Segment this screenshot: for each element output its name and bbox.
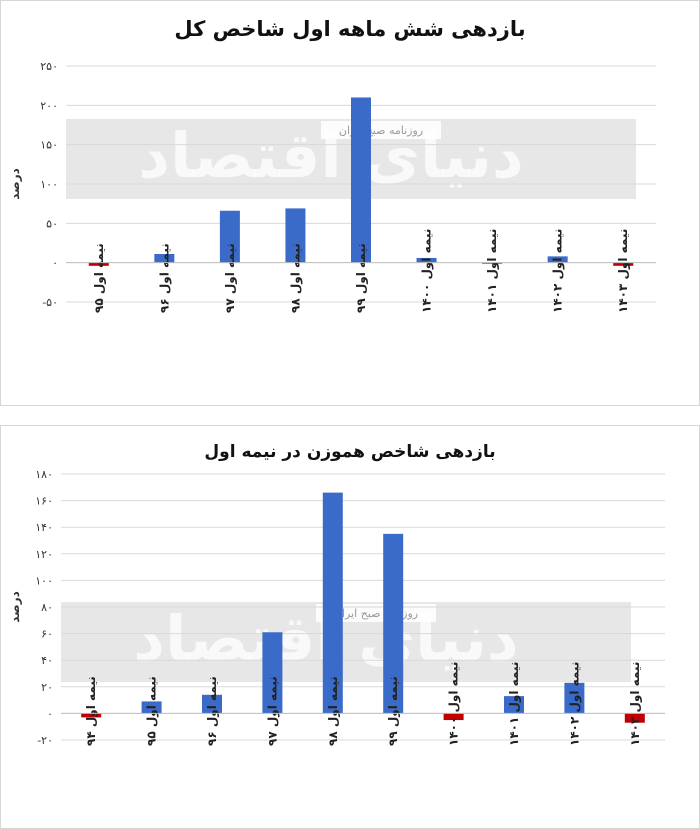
- y-tick-label: ۲۰۰: [40, 99, 58, 112]
- bar: [322, 492, 343, 714]
- x-tick-label: نیمه اول ۱۴۰۲: [567, 662, 582, 746]
- watermark-tagline-box: [316, 604, 436, 622]
- chart-panel-equal-weight-index: بازدهی شاخص هموزن در نیمه اول دنیای اقتص…: [0, 425, 700, 829]
- x-tick-label: نیمه اول ۱۴۰۰: [420, 229, 435, 313]
- y-tick-label: ۱۶۰: [35, 495, 53, 508]
- bar: [262, 632, 283, 714]
- bar: [81, 713, 102, 718]
- y-tick-label: ۰: [52, 257, 58, 270]
- y-tick-label: ۱۵۰: [40, 139, 58, 152]
- x-tick-label: نیمه اول ۱۴۰۱: [507, 662, 522, 746]
- bar: [416, 257, 437, 263]
- bar: [141, 701, 162, 714]
- y-axis-label: درصد: [8, 591, 22, 623]
- x-tick-label: نیمه اول ۹۹: [386, 676, 401, 746]
- bar: [383, 533, 404, 714]
- x-tick-label: نیمه اول ۹۷: [265, 676, 280, 746]
- x-tick-label: نیمه اول ۱۴۰۳: [628, 662, 643, 746]
- y-tick-label: ۰: [47, 707, 53, 720]
- bar: [202, 694, 222, 714]
- chart-title: بازدهی شش ماهه اول شاخص کل: [174, 17, 526, 41]
- x-tick-label: نیمه اول ۹۶: [157, 243, 172, 313]
- x-tick-label: نیمه اول ۹۶: [205, 676, 220, 746]
- x-tick-label: نیمه اول ۱۴۰۳: [616, 229, 631, 313]
- bar: [285, 208, 306, 263]
- y-tick-label: ۲۵۰: [40, 60, 58, 73]
- y-tick-label: ۱۲۰: [35, 548, 53, 561]
- x-tick-label: نیمه اول ۹۵: [145, 676, 160, 746]
- bar: [154, 254, 175, 263]
- y-tick-label: ۸۰: [41, 601, 53, 614]
- y-tick-label: ۲۰: [41, 681, 53, 694]
- y-tick-label: -۲۰: [37, 734, 53, 747]
- x-tick-label: نیمه اول ۱۴۰۰: [447, 662, 462, 746]
- bar: [504, 696, 524, 714]
- bar: [219, 210, 240, 263]
- bar: [564, 682, 585, 714]
- y-tick-label: ۵۰: [46, 217, 58, 230]
- watermark-tagline: روزنامه صبح ایران: [334, 607, 418, 620]
- y-axis-label: درصد: [8, 168, 22, 200]
- bar: [88, 262, 109, 266]
- y-tick-label: ۱۰۰: [40, 178, 58, 191]
- x-tick-label: نیمه اول ۱۴۰۱: [485, 229, 500, 313]
- x-tick-label: نیمه اول ۱۴۰۲: [551, 229, 566, 313]
- x-tick-label: نیمه اول ۹۷: [223, 243, 238, 313]
- bar: [351, 97, 371, 263]
- bar: [443, 713, 464, 721]
- y-tick-label: ۱۴۰: [35, 521, 53, 534]
- y-tick-label: ۱۸۰: [35, 468, 53, 481]
- bar: [547, 256, 568, 263]
- y-tick-label: ۱۰۰: [35, 574, 53, 587]
- chart-panel-semiannual-total-index: بازدهی شش ماهه اول شاخص کل دنیای اقتصاد ر…: [0, 0, 700, 406]
- bar: [613, 262, 634, 266]
- x-tick-label: نیمه اول ۹۹: [354, 243, 369, 313]
- y-tick-label: ۶۰: [41, 628, 53, 641]
- x-tick-label: نیمه اول ۹۸: [326, 676, 341, 746]
- chart-title: بازدهی شاخص هموزن در نیمه اول: [204, 442, 496, 462]
- bar: [624, 713, 645, 723]
- y-tick-label: ۴۰: [41, 654, 53, 667]
- y-tick-label: -۵۰: [42, 296, 58, 309]
- x-tick-label: نیمه اول ۹۸: [288, 243, 303, 313]
- x-tick-label: نیمه اول ۹۵: [92, 243, 107, 313]
- x-tick-label: نیمه اول ۹۴: [84, 676, 99, 746]
